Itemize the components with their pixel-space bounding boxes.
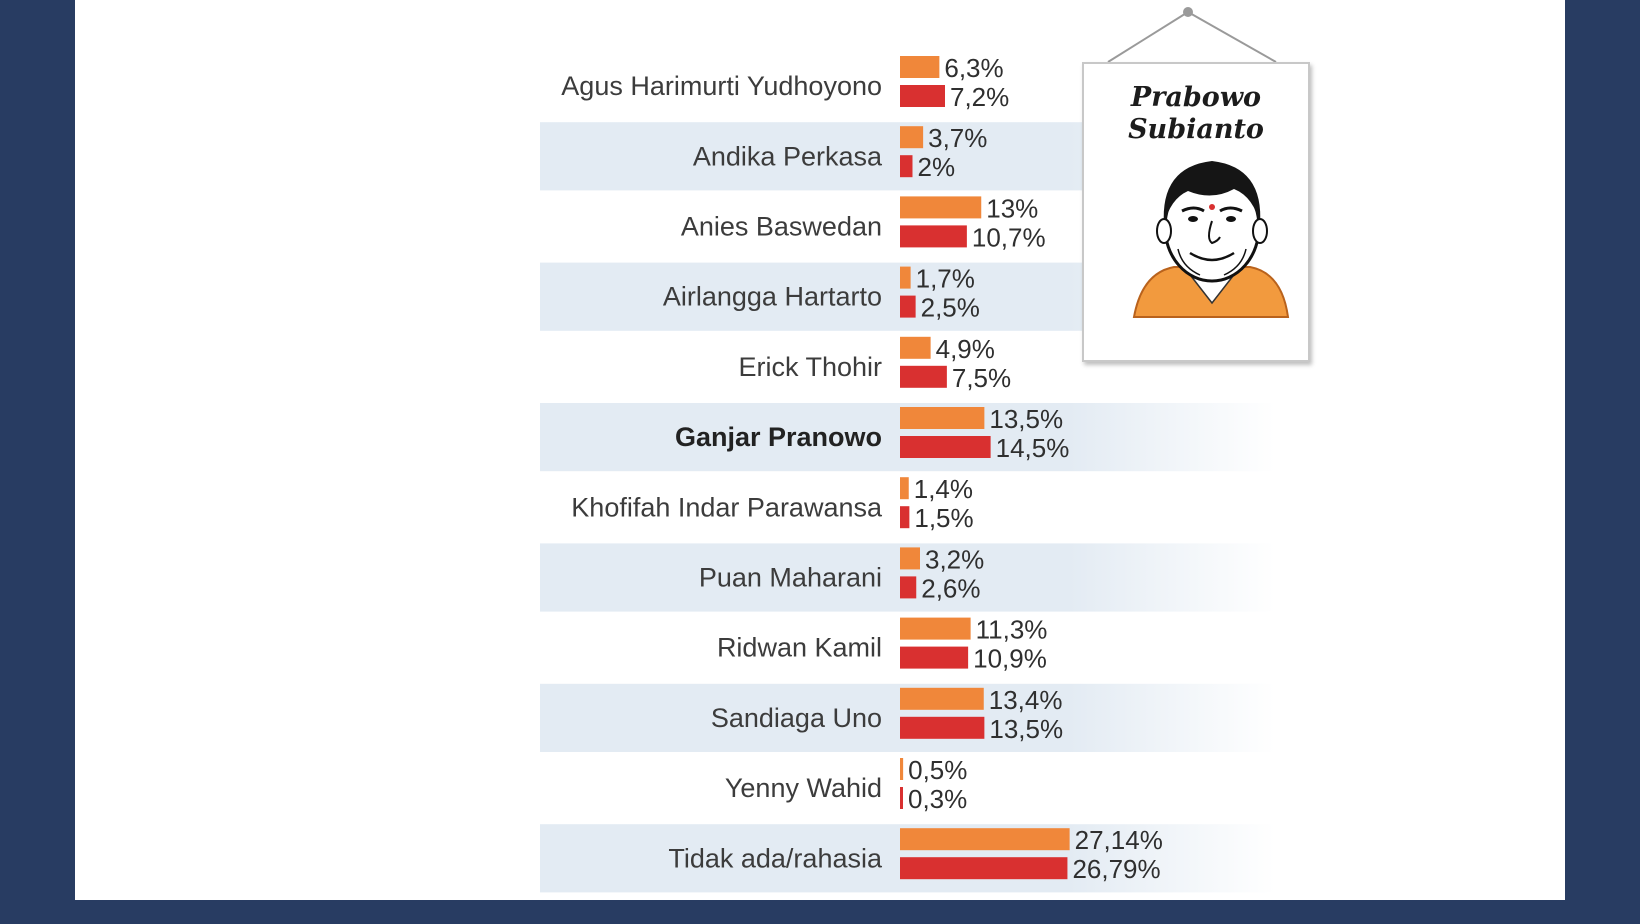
category-label: Khofifah Indar Parawansa [571, 492, 883, 522]
bar [900, 155, 913, 178]
data-label: 13,5% [989, 404, 1063, 434]
bar [900, 266, 911, 289]
category-label: Andika Perkasa [693, 141, 883, 171]
category-label: Airlangga Hartarto [663, 282, 882, 312]
poster-string [1107, 7, 1277, 63]
bar [900, 857, 1068, 880]
bar [900, 646, 969, 669]
category-label: Erick Thohir [738, 352, 882, 382]
category-label: Ridwan Kamil [717, 633, 882, 663]
bar [900, 126, 924, 149]
bar [900, 506, 910, 529]
bar [900, 687, 984, 710]
bar [900, 295, 916, 318]
data-label: 1,7% [916, 264, 975, 294]
bar [900, 617, 971, 640]
bar [900, 436, 991, 458]
bar [900, 407, 985, 429]
category-label: Agus Harimurti Yudhoyono [561, 71, 882, 101]
data-label: 10,7% [972, 222, 1046, 252]
category-label: Puan Maharani [699, 563, 882, 593]
poster-title: Prabowo Subianto [1128, 82, 1264, 145]
bar [900, 477, 909, 500]
data-label: 2,6% [921, 573, 980, 603]
caricature-portrait-icon [1132, 161, 1290, 318]
data-label: 0,3% [908, 784, 967, 814]
data-label: 1,5% [914, 503, 973, 533]
data-label: 13% [986, 193, 1038, 223]
bar [900, 716, 985, 739]
data-label: 6,3% [944, 53, 1003, 83]
data-label: 2% [918, 152, 956, 182]
category-label: Tidak ada/rahasia [668, 843, 883, 873]
category-label: Sandiaga Uno [711, 703, 882, 733]
bar [900, 758, 904, 780]
bar [900, 576, 917, 599]
data-label: 7,5% [952, 363, 1011, 393]
bar [900, 787, 903, 809]
data-label: 4,9% [936, 334, 995, 364]
data-label: 0,5% [908, 755, 967, 785]
data-label: 10,9% [973, 644, 1047, 674]
category-label: Ganjar Pranowo [675, 422, 882, 452]
data-label: 13,4% [989, 685, 1063, 715]
bar [900, 196, 982, 219]
category-label: Anies Baswedan [681, 212, 882, 242]
data-label: 3,7% [928, 123, 987, 153]
data-label: 3,2% [925, 544, 984, 574]
bar [900, 336, 931, 359]
bar [900, 85, 945, 107]
data-label: 7,2% [950, 82, 1009, 112]
data-label: 26,79% [1072, 854, 1160, 884]
bar [900, 56, 940, 78]
data-label: 14,5% [996, 433, 1070, 463]
bar [900, 547, 920, 570]
bar [900, 225, 967, 248]
bar [900, 828, 1070, 851]
data-label: 27,14% [1075, 825, 1163, 855]
category-label: Yenny Wahid [725, 773, 882, 803]
data-label: 13,5% [989, 714, 1063, 744]
data-label: 11,3% [976, 615, 1048, 645]
data-label: 1,4% [914, 474, 973, 504]
data-label: 2,5% [921, 293, 980, 323]
bar [900, 365, 947, 388]
